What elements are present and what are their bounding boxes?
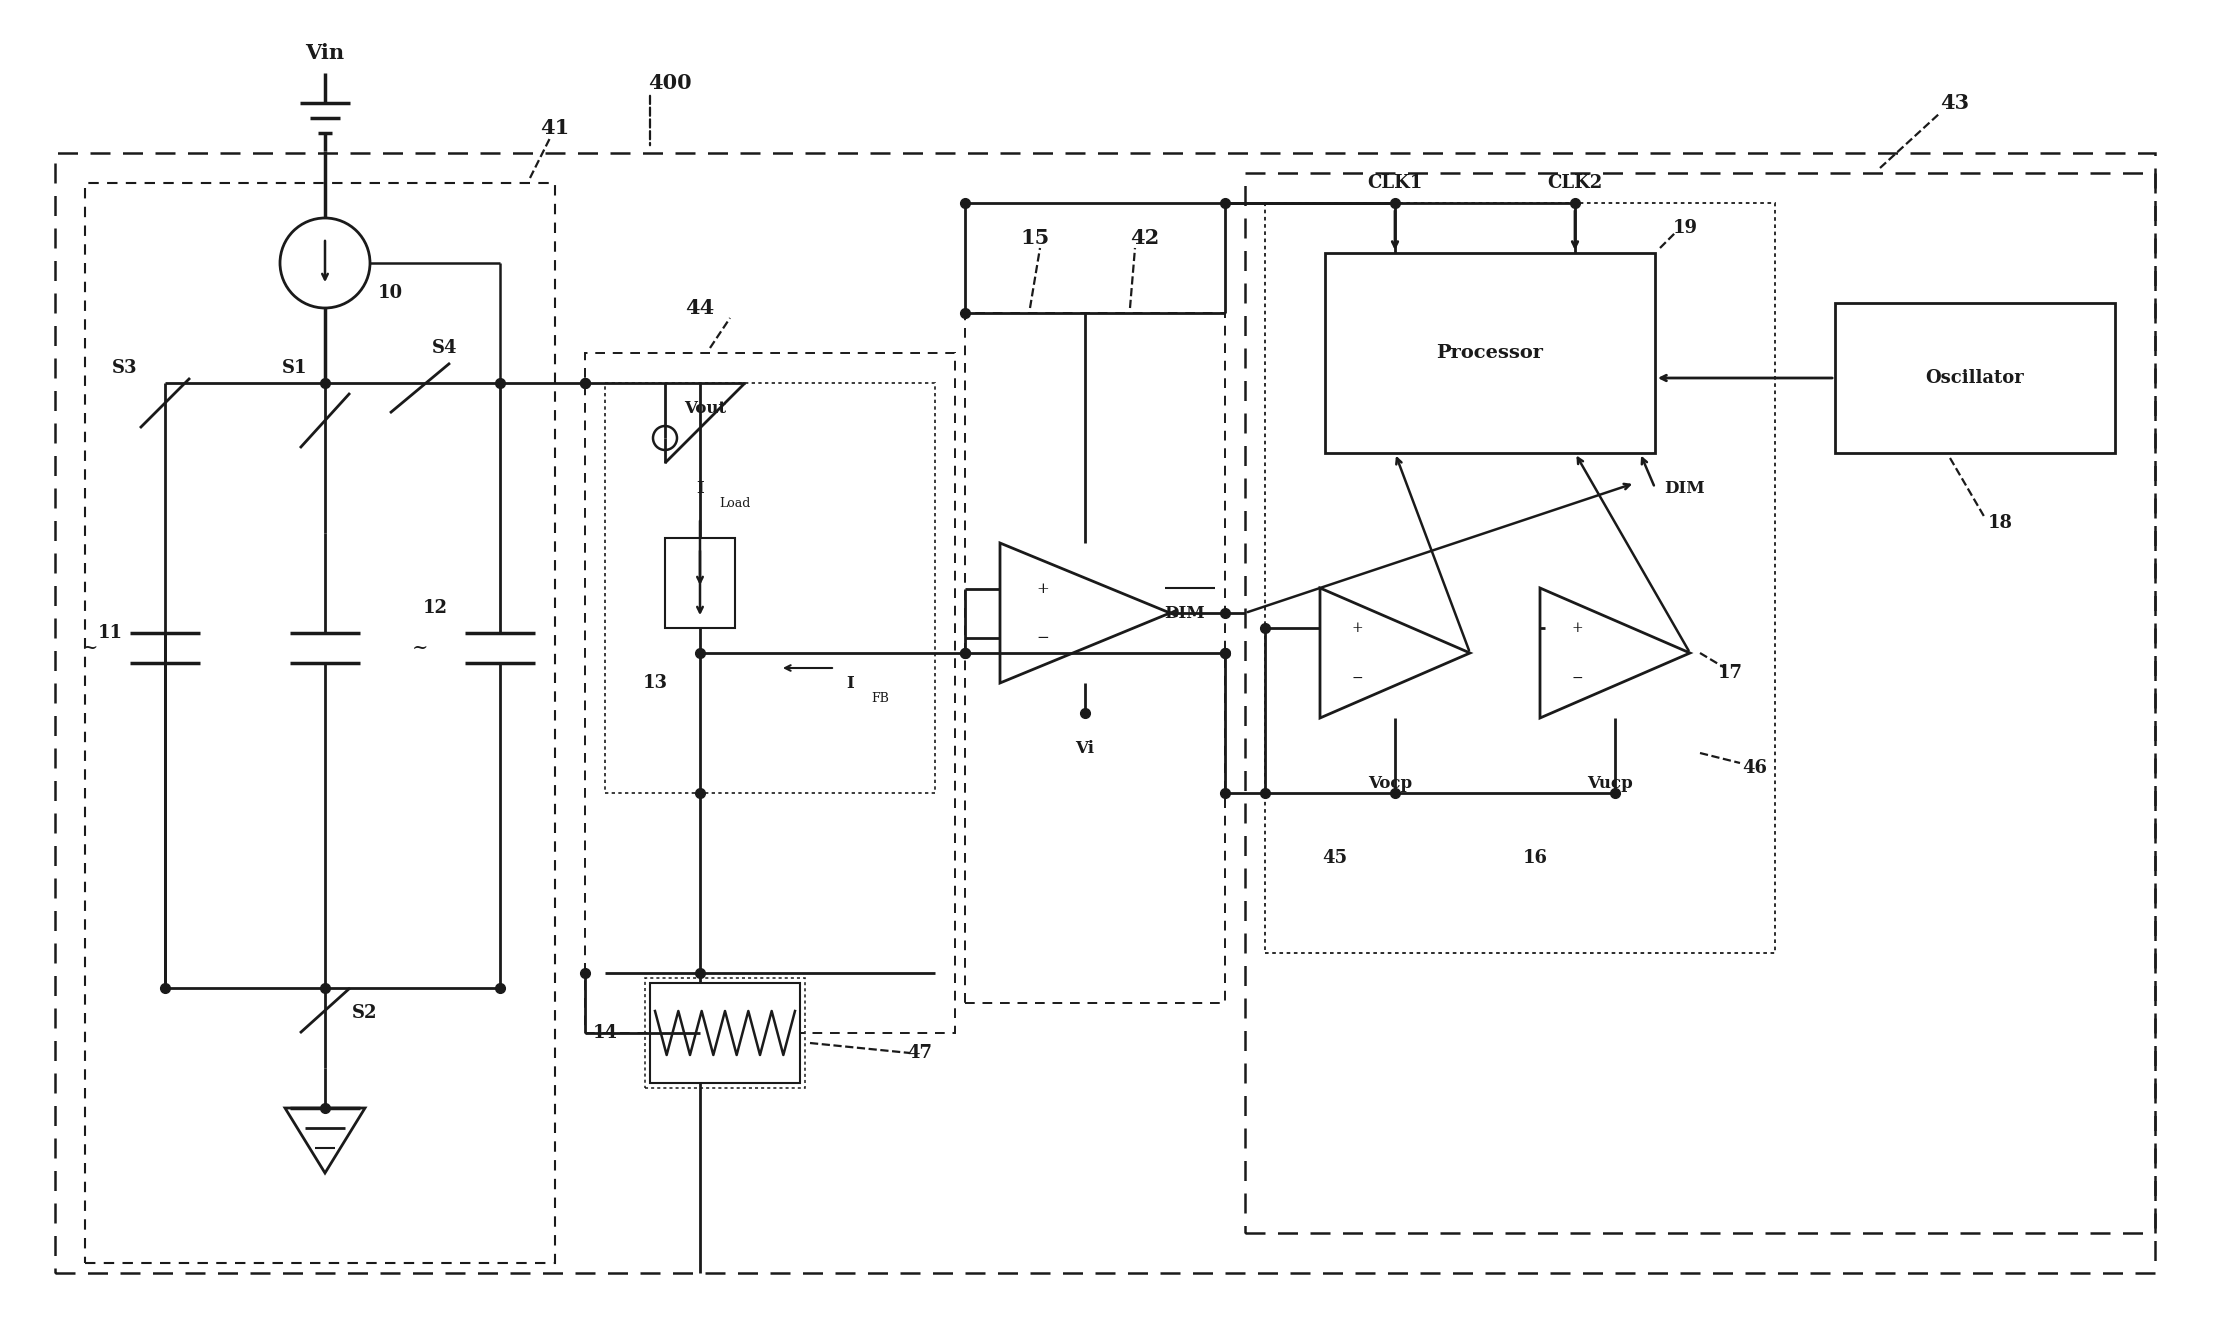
Text: S3: S3: [113, 359, 137, 377]
Text: S2: S2: [353, 1004, 377, 1022]
Text: 400: 400: [647, 74, 692, 94]
Text: Vout: Vout: [683, 400, 725, 416]
Text: 45: 45: [1321, 850, 1348, 867]
Text: 43: 43: [1940, 94, 1969, 112]
Text: Vin: Vin: [306, 43, 344, 63]
Text: Oscillator: Oscillator: [1927, 369, 2024, 387]
Text: 18: 18: [1986, 514, 2013, 533]
Bar: [1266, 203, 1776, 953]
Text: 47: 47: [907, 1044, 933, 1062]
Bar: [650, 983, 800, 1082]
Text: 12: 12: [423, 599, 448, 617]
Bar: [645, 978, 805, 1088]
Text: Vi: Vi: [1075, 740, 1095, 756]
Text: 10: 10: [377, 284, 403, 302]
Text: 16: 16: [1523, 850, 1547, 867]
Text: +: +: [1035, 582, 1049, 595]
Bar: [665, 538, 736, 628]
Text: 17: 17: [1718, 664, 1743, 682]
Text: I: I: [847, 674, 854, 692]
Text: +: +: [1572, 621, 1583, 636]
Bar: [1836, 302, 2115, 454]
Text: 42: 42: [1131, 227, 1159, 248]
Circle shape: [654, 425, 676, 450]
Bar: [605, 383, 936, 793]
Text: Processor: Processor: [1437, 344, 1543, 363]
Text: CLK1: CLK1: [1368, 174, 1423, 191]
Text: Load: Load: [718, 496, 752, 510]
Bar: [585, 353, 956, 1033]
Text: DIM: DIM: [1665, 479, 1705, 496]
Text: 46: 46: [1743, 759, 1767, 777]
Text: 11: 11: [98, 624, 122, 642]
Bar: [84, 183, 554, 1263]
Text: Vucp: Vucp: [1587, 775, 1634, 792]
Bar: [1326, 253, 1656, 454]
Bar: [1246, 173, 2155, 1234]
Text: −: −: [1035, 630, 1049, 645]
Text: 13: 13: [643, 674, 667, 692]
Text: 41: 41: [541, 118, 570, 138]
Text: 44: 44: [685, 298, 714, 318]
Text: 15: 15: [1020, 227, 1049, 248]
Text: +: +: [1352, 621, 1363, 636]
Text: FB: FB: [871, 692, 889, 705]
Text: 14: 14: [592, 1024, 619, 1042]
Text: ~: ~: [82, 640, 98, 657]
Text: −: −: [1572, 670, 1583, 685]
Text: I: I: [696, 479, 703, 496]
Text: ~: ~: [412, 640, 428, 657]
Text: −: −: [1352, 670, 1363, 685]
Bar: [55, 153, 2155, 1272]
Text: 19: 19: [1672, 219, 1698, 237]
Text: Vocp: Vocp: [1368, 775, 1412, 792]
Text: DIM: DIM: [1164, 605, 1206, 621]
Text: S4: S4: [432, 339, 457, 357]
Text: CLK2: CLK2: [1547, 174, 1603, 191]
Text: S1: S1: [282, 359, 308, 377]
Bar: [964, 313, 1226, 1004]
